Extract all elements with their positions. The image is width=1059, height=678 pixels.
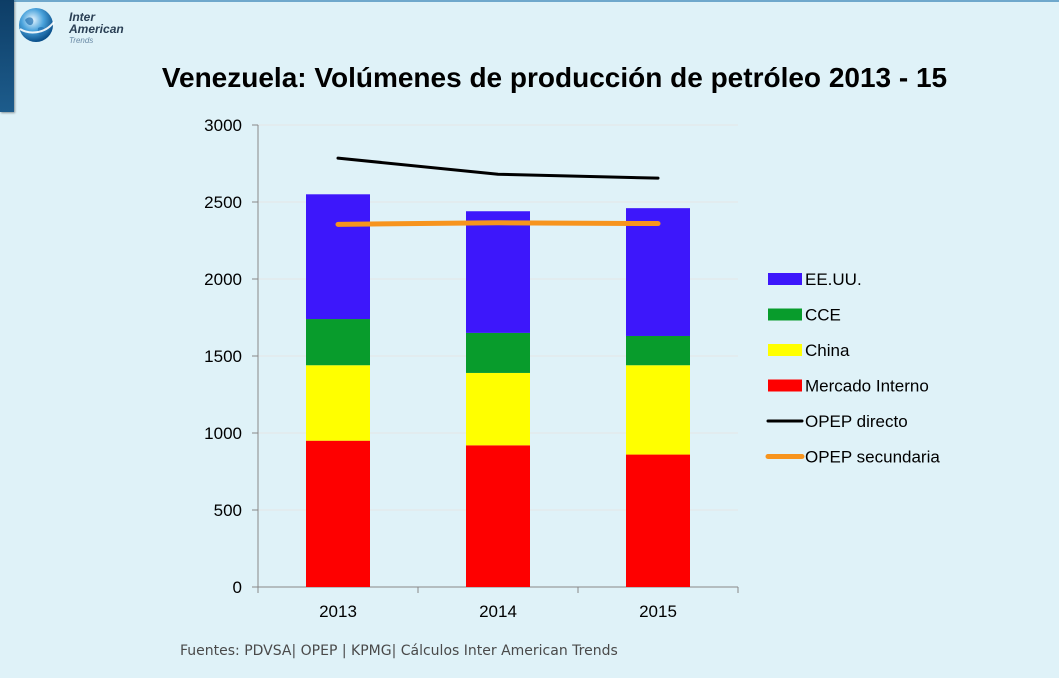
top-border [0,0,1059,2]
y-tick-label: 3000 [204,116,242,135]
x-tick-label: 2013 [319,602,357,621]
y-tick-label: 0 [233,578,242,597]
bar-cce-2015 [626,335,690,366]
bar-china-2013 [306,365,370,441]
y-tick-label: 2500 [204,193,242,212]
legend-label-ee-uu: EE.UU. [805,270,862,289]
legend-label-opep-directo: OPEP directo [805,412,908,431]
bar-china-2015 [626,365,690,455]
x-tick-label: 2015 [639,602,677,621]
bar-ee-uu-2013 [306,194,370,320]
y-tick-label: 500 [214,501,242,520]
line-opep-directo [336,156,660,180]
side-tab-edge [0,0,14,112]
logo-line-3: Trends [69,36,94,45]
chart-title: Venezuela: Volúmenes de producción de pe… [161,62,948,93]
line-opep-secundaria [335,220,661,227]
bar-mercado-interno-2014 [466,445,530,587]
bar-ee-uu-2014 [466,211,530,333]
y-tick-label: 1500 [204,347,242,366]
bar-cce-2014 [466,332,530,373]
bar-ee-uu-2015 [626,208,690,336]
x-tick-label: 2014 [479,602,517,621]
legend-label-opep-secundaria: OPEP secundaria [805,448,940,467]
globe-icon [19,8,55,42]
source-note: Fuentes: PDVSA| OPEP | KPMG| Cálculos In… [180,643,618,659]
legend-swatch-ee-uu [768,273,802,285]
legend-label-china: China [805,341,850,360]
legend-label-cce: CCE [805,306,841,325]
bar-china-2014 [466,372,530,446]
legend-swatch-cce [768,308,802,321]
bar-mercado-interno-2015 [626,454,690,587]
bar-cce-2013 [306,319,370,366]
legend-swatch-china [768,344,802,356]
bar-mercado-interno-2013 [306,440,370,587]
inter-american-trends-logo: Inter American Trends [16,4,126,48]
logo-line-2: American [69,22,124,36]
logo-line-1: Inter [69,10,96,24]
y-tick-label: 1000 [204,424,242,443]
legend-swatch-mercado-interno [768,379,802,392]
legend-label-mercado-interno: Mercado Interno [805,377,929,396]
y-tick-label: 2000 [204,270,242,289]
